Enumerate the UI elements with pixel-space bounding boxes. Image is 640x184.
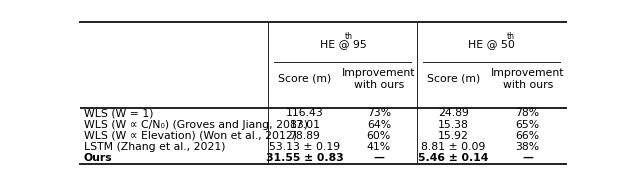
Text: 8.81 ± 0.09: 8.81 ± 0.09 — [421, 142, 485, 152]
Text: 41%: 41% — [367, 142, 391, 152]
Text: 31.55 ± 0.83: 31.55 ± 0.83 — [266, 153, 343, 163]
Text: 15.38: 15.38 — [438, 120, 468, 130]
Text: th: th — [344, 31, 352, 40]
Text: HE @ 50: HE @ 50 — [468, 39, 515, 49]
Text: 38%: 38% — [516, 142, 540, 152]
Text: 24.89: 24.89 — [438, 108, 468, 118]
Text: 116.43: 116.43 — [285, 108, 323, 118]
Text: 66%: 66% — [516, 131, 540, 141]
Text: HE @ 95: HE @ 95 — [319, 39, 366, 49]
Text: Score (m): Score (m) — [278, 74, 331, 84]
Text: 73%: 73% — [367, 108, 391, 118]
Text: WLS (W ∝ C/N₀) (Groves and Jiang, 2013): WLS (W ∝ C/N₀) (Groves and Jiang, 2013) — [84, 120, 308, 130]
Text: 78%: 78% — [516, 108, 540, 118]
Text: 65%: 65% — [516, 120, 540, 130]
Text: th: th — [507, 31, 515, 40]
Text: Ours: Ours — [84, 153, 113, 163]
Text: 64%: 64% — [367, 120, 391, 130]
Text: Improvement
with ours: Improvement with ours — [491, 68, 564, 90]
Text: 78.89: 78.89 — [289, 131, 320, 141]
Text: 87.01: 87.01 — [289, 120, 320, 130]
Text: Improvement
with ours: Improvement with ours — [342, 68, 415, 90]
Text: WLS (W = 1): WLS (W = 1) — [84, 108, 154, 118]
Text: 5.46 ± 0.14: 5.46 ± 0.14 — [418, 153, 488, 163]
Text: —: — — [373, 153, 385, 163]
Text: —: — — [522, 153, 533, 163]
Text: WLS (W ∝ Elevation) (Won et al., 2012): WLS (W ∝ Elevation) (Won et al., 2012) — [84, 131, 297, 141]
Text: 60%: 60% — [367, 131, 391, 141]
Text: 15.92: 15.92 — [438, 131, 468, 141]
Text: Score (m): Score (m) — [427, 74, 480, 84]
Text: 53.13 ± 0.19: 53.13 ± 0.19 — [269, 142, 340, 152]
Text: LSTM (Zhang et al., 2021): LSTM (Zhang et al., 2021) — [84, 142, 225, 152]
